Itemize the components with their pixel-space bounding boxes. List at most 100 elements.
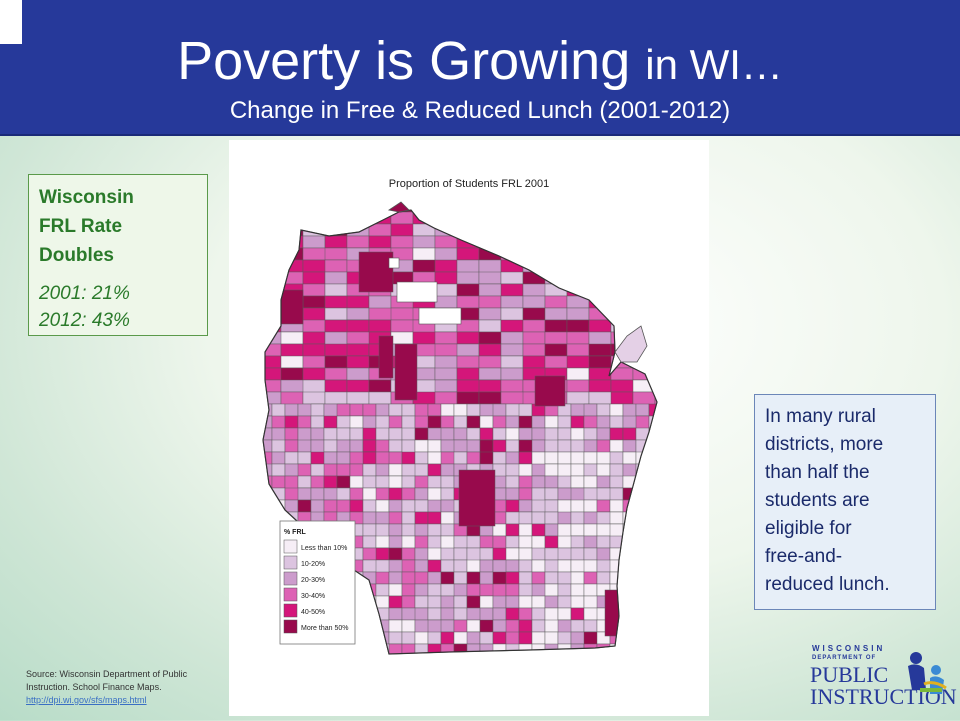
district-cell xyxy=(570,427,585,441)
district-cell xyxy=(310,487,325,501)
district-cell xyxy=(632,235,656,249)
district-cell xyxy=(346,319,370,333)
district-cell xyxy=(531,523,546,537)
district-cell xyxy=(478,211,524,225)
district-cell xyxy=(324,391,348,405)
legend-swatch xyxy=(283,555,298,570)
district-cell xyxy=(401,583,416,597)
district-cell xyxy=(302,211,326,225)
district-cell xyxy=(284,643,299,654)
district-cell xyxy=(648,487,657,501)
district-cell xyxy=(263,343,282,357)
district-cell xyxy=(531,415,546,429)
district-cell xyxy=(456,355,480,369)
district-cell xyxy=(505,547,520,561)
district-cell xyxy=(467,656,480,668)
district-cell xyxy=(368,210,392,213)
district-cell xyxy=(440,547,455,561)
district-cell xyxy=(388,403,403,417)
high-frl-district xyxy=(358,251,394,293)
district-cell xyxy=(453,571,468,585)
district-cell xyxy=(440,607,455,621)
district-cell xyxy=(609,559,624,573)
district-cell xyxy=(453,607,468,621)
district-cell xyxy=(544,210,568,213)
district-cell xyxy=(478,379,502,393)
district-cell xyxy=(427,439,442,453)
district-cell xyxy=(323,427,338,441)
note-line: eligible for xyxy=(765,518,852,539)
district-cell xyxy=(272,656,298,668)
district-cell xyxy=(263,643,273,654)
district-cell xyxy=(284,439,299,453)
district-cell xyxy=(263,487,273,501)
district-cell xyxy=(609,415,624,429)
district-cell xyxy=(466,439,481,453)
district-cell xyxy=(588,343,612,357)
district-cell xyxy=(401,535,416,549)
district-cell xyxy=(362,523,377,537)
district-cell xyxy=(284,403,299,417)
district-cell xyxy=(263,607,273,621)
district-cell xyxy=(492,403,507,417)
district-cell xyxy=(453,619,468,633)
title-tail: in WI… xyxy=(645,41,783,88)
district-cell xyxy=(505,451,520,465)
district-cell xyxy=(362,403,377,417)
district-cell xyxy=(453,595,468,609)
district-cell xyxy=(544,211,568,225)
district-cell xyxy=(427,463,442,477)
legend-swatch xyxy=(283,539,298,554)
district-cell xyxy=(362,451,377,465)
district-cell xyxy=(566,210,612,213)
district-cell xyxy=(648,595,657,609)
district-cell xyxy=(324,259,348,273)
district-cell xyxy=(297,643,312,654)
district-cell xyxy=(310,415,325,429)
source-link[interactable]: http://dpi.wi.gov/sfs/maps.html xyxy=(26,695,147,705)
district-cell xyxy=(263,379,282,393)
district-cell xyxy=(654,355,657,369)
district-cell xyxy=(500,271,524,285)
district-cell xyxy=(414,643,429,654)
district-cell xyxy=(440,619,455,633)
district-cell xyxy=(544,223,568,237)
district-cell xyxy=(336,403,351,417)
district-cell xyxy=(570,511,585,525)
district-cell xyxy=(557,439,572,453)
district-cell xyxy=(362,475,377,489)
district-cell xyxy=(414,523,429,537)
district-cell xyxy=(654,295,657,309)
door-peninsula xyxy=(614,325,648,363)
district-cell xyxy=(635,595,650,621)
district-cell xyxy=(297,463,312,477)
district-cell xyxy=(622,583,650,597)
district-cell xyxy=(570,523,585,537)
district-cell xyxy=(284,415,299,429)
district-cell xyxy=(623,656,636,668)
district-cell xyxy=(323,463,338,477)
district-cell xyxy=(505,583,520,597)
district-cell xyxy=(588,319,612,333)
district-cell xyxy=(368,391,392,405)
district-cell xyxy=(346,379,370,393)
district-cell xyxy=(522,331,546,345)
district-cell xyxy=(324,235,348,249)
district-cell xyxy=(456,210,480,213)
district-cell xyxy=(632,271,657,297)
note-line: free-and- xyxy=(765,546,843,567)
district-cell xyxy=(375,571,390,585)
frl-rate-box: Wisconsin FRL Rate Doubles 2001: 21% 201… xyxy=(28,174,208,336)
district-cell xyxy=(632,259,656,273)
note-line: districts, more xyxy=(765,434,884,455)
district-cell xyxy=(434,210,458,213)
district-cell xyxy=(500,343,524,357)
slide-subtitle: Change in Free & Reduced Lunch (2001-201… xyxy=(229,97,731,124)
district-cell xyxy=(453,403,468,417)
district-cell xyxy=(648,535,657,549)
district-cell xyxy=(324,367,348,381)
nodata-district xyxy=(388,257,400,269)
district-cell xyxy=(401,427,416,441)
district-cell xyxy=(466,571,481,585)
district-cell xyxy=(557,607,572,621)
